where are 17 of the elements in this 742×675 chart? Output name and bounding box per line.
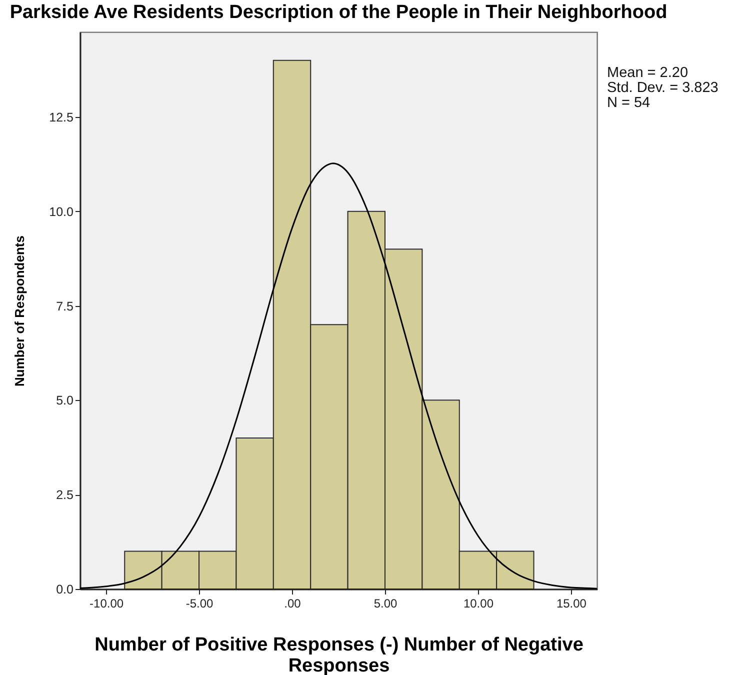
- text: Mean = 2.20: [607, 65, 688, 81]
- y-axis-title: Number of Respondents: [12, 236, 28, 386]
- y-tick-label: 10.0: [49, 204, 74, 219]
- x-tick-label: 5.00: [374, 596, 398, 610]
- y-tick-label: 7.5: [56, 299, 74, 314]
- x-tick-label: 10.00: [463, 596, 494, 610]
- y-tick-label: 0.0: [56, 582, 74, 596]
- x-tick-label: 15.00: [556, 596, 587, 610]
- x-tick-label: -10.00: [90, 596, 124, 610]
- chart-title: Parkside Ave Residents Description of the People in Their Neighborhood: [10, 2, 668, 23]
- text: Std. Dev. = 3.823: [607, 80, 718, 96]
- y-tick-label: 2.5: [56, 488, 74, 502]
- y-tick-label: 12.5: [49, 110, 74, 124]
- text: N = 54: [607, 95, 650, 111]
- x-tick-label: -5.00: [186, 596, 214, 610]
- x-tick-label: .00: [284, 596, 302, 610]
- y-tick-label: 5.0: [56, 394, 74, 408]
